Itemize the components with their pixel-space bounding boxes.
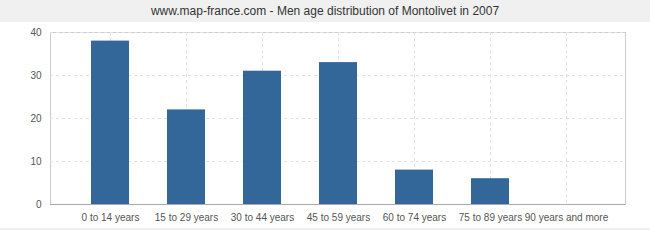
svg-text:90 years and more: 90 years and more [525, 212, 609, 223]
svg-text:30 to 44 years: 30 to 44 years [231, 212, 294, 223]
svg-text:40: 40 [30, 27, 42, 38]
svg-text:75 to 89 years: 75 to 89 years [459, 212, 522, 223]
html-text:www.map-france.com - Men age d: www.map-france.com - Men age distributio… [150, 4, 500, 18]
svg-text:10: 10 [30, 156, 42, 167]
svg-text:15 to 29 years: 15 to 29 years [155, 212, 218, 223]
svg-text:30: 30 [30, 70, 42, 81]
svg-text:0: 0 [36, 199, 42, 210]
svg-text:20: 20 [30, 113, 42, 124]
svg-text:0 to 14 years: 0 to 14 years [82, 212, 140, 223]
svg-text:60 to 74 years: 60 to 74 years [383, 212, 446, 223]
svg-text:45 to 59 years: 45 to 59 years [307, 212, 370, 223]
